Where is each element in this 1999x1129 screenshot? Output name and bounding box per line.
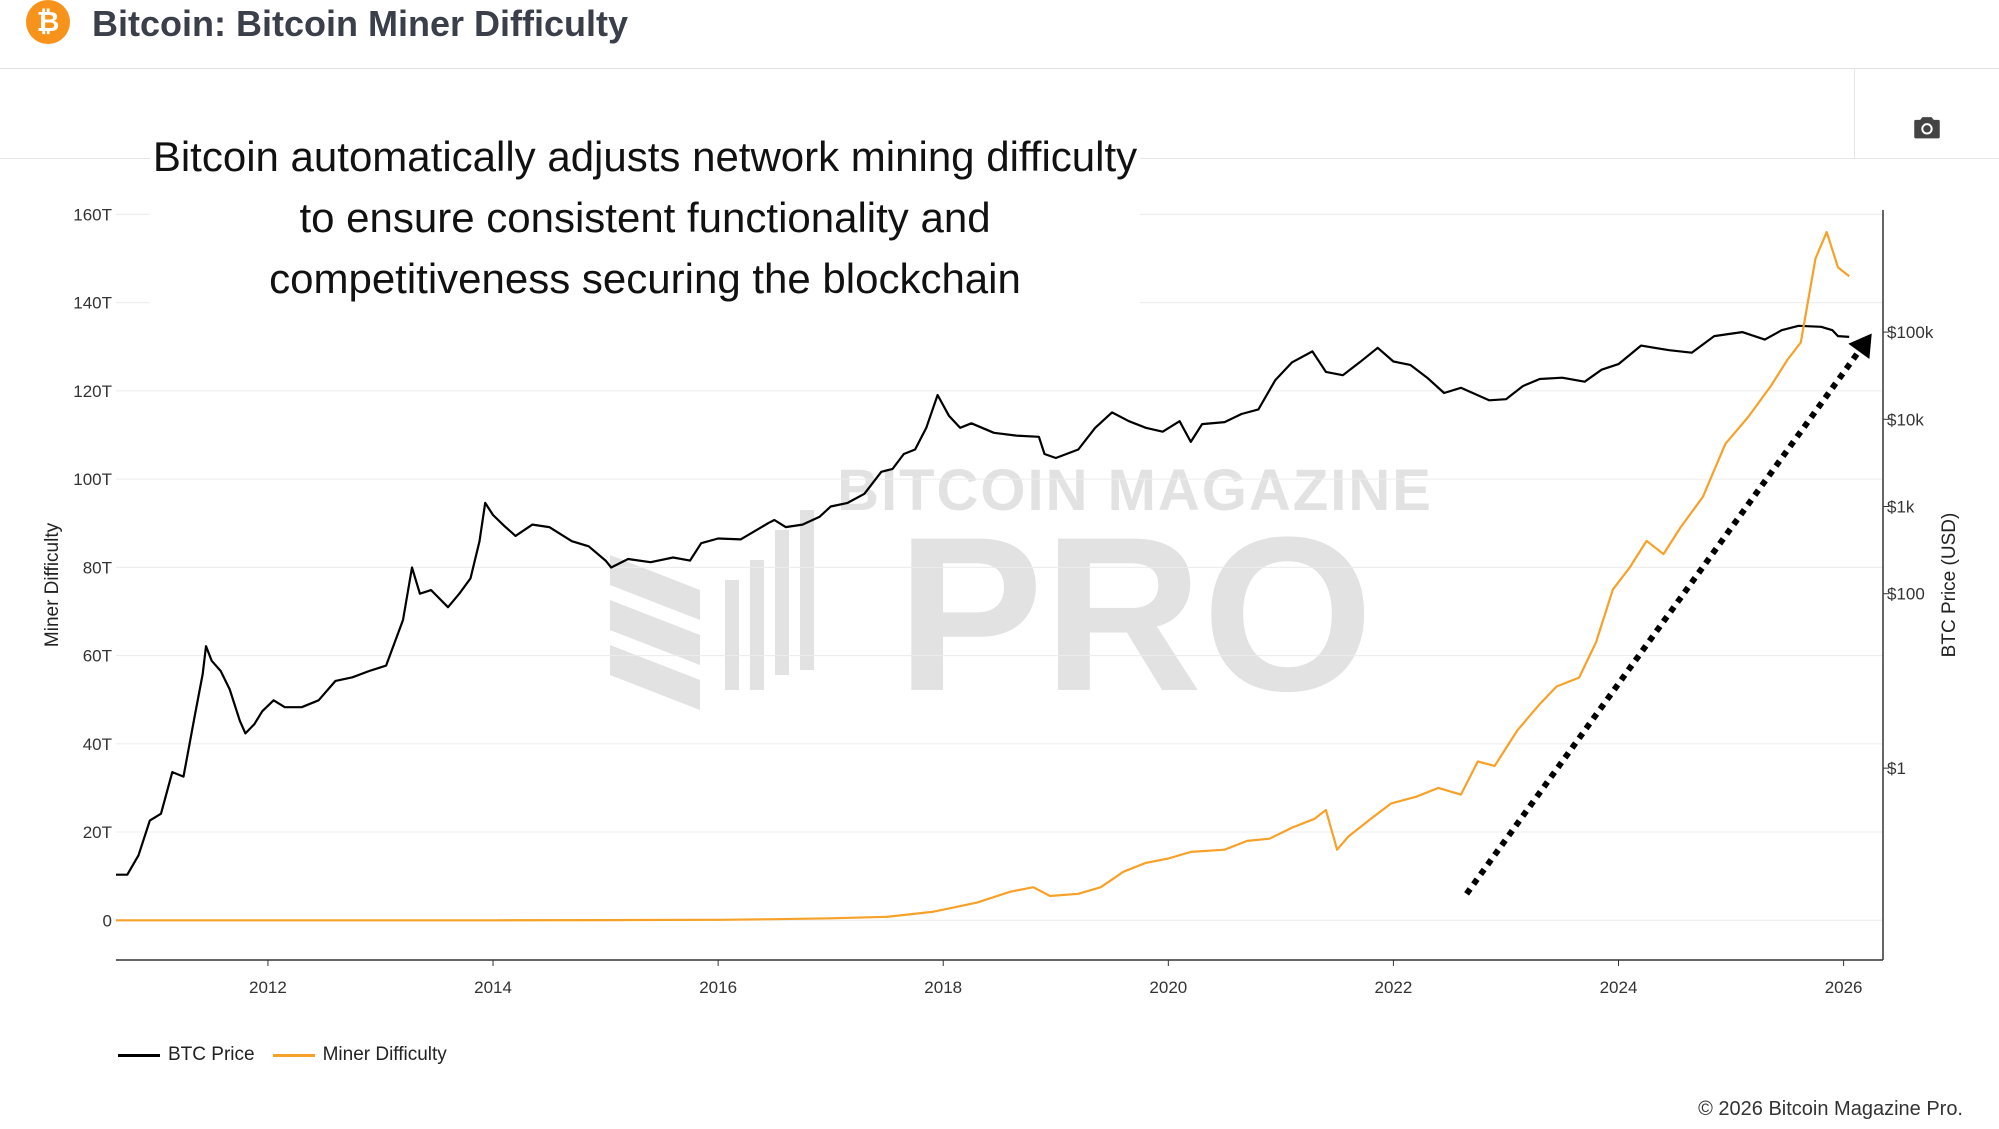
x-tick-label: 2022 — [1375, 978, 1413, 997]
camera-icon[interactable] — [1910, 110, 1944, 144]
x-tick-label: 2020 — [1149, 978, 1187, 997]
y-right-tick-label: $10k — [1887, 410, 1924, 429]
legend-label-miner-difficulty: Miner Difficulty — [322, 1044, 447, 1065]
chart-legend: BTC Price Miner Difficulty — [118, 1044, 447, 1066]
bitcoin-logo-icon: ₿ — [26, 0, 70, 44]
watermark-logo-icon — [610, 510, 814, 710]
legend-swatch-btc-price — [118, 1053, 160, 1057]
toolbar-divider — [1854, 68, 1855, 158]
series-line-miner-difficulty — [116, 231, 1850, 922]
x-tick-label: 2024 — [1600, 978, 1638, 997]
y-left-tick-label: 0 — [103, 911, 112, 930]
page-title: Bitcoin: Bitcoin Miner Difficulty — [92, 3, 628, 44]
y-right-axis-title: BTC Price (USD) — [1939, 513, 1960, 658]
y-right-tick-label: $100 — [1887, 585, 1925, 604]
y-right-tick-label: $100k — [1887, 323, 1934, 342]
dotted-trend-arrow — [1464, 349, 1862, 896]
x-tick-label: 2014 — [474, 978, 512, 997]
y-left-tick-label: 80T — [83, 558, 112, 577]
y-left-tick-label: 120T — [73, 382, 112, 401]
y-left-tick-label: 60T — [83, 647, 112, 666]
y-left-tick-label: 100T — [73, 470, 112, 489]
arrow-head — [1848, 333, 1872, 359]
watermark-line2: PRO — [897, 491, 1374, 737]
chart-annotation-text: Bitcoin automatically adjusts network mi… — [150, 126, 1140, 309]
watermark: BITCOIN MAGAZINE PRO — [610, 458, 1433, 737]
page-header: ₿ Bitcoin: Bitcoin Miner Difficulty — [0, 0, 1999, 69]
y-left-tick-label: 20T — [83, 823, 112, 842]
copyright-footer: © 2026 Bitcoin Magazine Pro. — [1698, 1098, 1963, 1120]
y-right-tick-label: $1k — [1887, 498, 1915, 517]
x-tick-label: 2026 — [1825, 978, 1863, 997]
y-right-tick-label: $1 — [1887, 759, 1906, 778]
y-left-tick-label: 40T — [83, 735, 112, 754]
legend-item-miner-difficulty[interactable]: Miner Difficulty — [272, 1044, 447, 1066]
legend-item-btc-price[interactable]: BTC Price — [118, 1044, 255, 1066]
y-left-tick-label: 140T — [73, 294, 112, 313]
y-left-tick-label: 160T — [73, 205, 112, 224]
watermark-line1: BITCOIN MAGAZINE — [837, 458, 1433, 523]
series-line-btc-price — [116, 324, 1850, 876]
x-tick-label: 2012 — [249, 978, 287, 997]
x-tick-label: 2018 — [924, 978, 962, 997]
legend-label-btc-price: BTC Price — [168, 1044, 255, 1065]
y-left-axis-title: Miner Difficulty — [42, 522, 63, 647]
legend-swatch-miner-difficulty — [272, 1053, 315, 1057]
x-tick-label: 2016 — [699, 978, 737, 997]
